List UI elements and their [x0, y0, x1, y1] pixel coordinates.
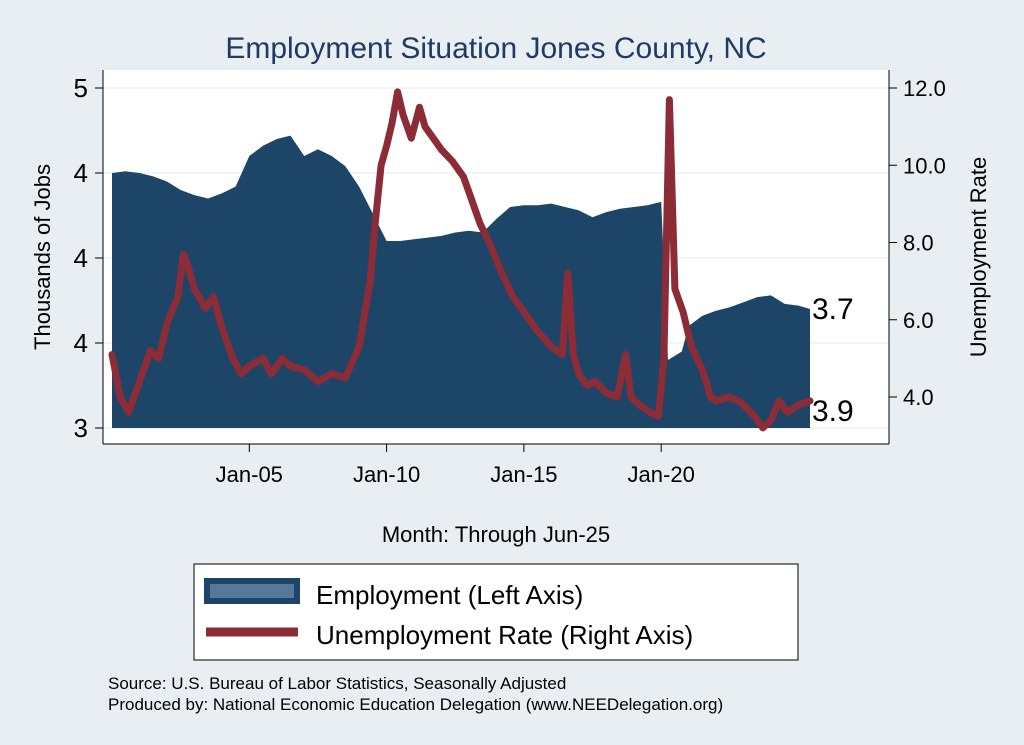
- chart-title: Employment Situation Jones County, NC: [225, 32, 766, 65]
- source-note: Source: U.S. Bureau of Labor Statistics,…: [108, 674, 566, 693]
- employment-end-label: 3.7: [812, 293, 854, 326]
- right-tick-label-0: 4.0: [903, 385, 934, 410]
- left-tick-label-3: 4: [74, 158, 88, 188]
- unemployment-end-label: 3.9: [812, 395, 854, 428]
- x-axis-label: Month: Through Jun-25: [382, 522, 610, 547]
- legend-employment-label: Employment (Left Axis): [316, 580, 583, 610]
- employment-area-layer: [112, 135, 810, 428]
- legend: Employment (Left Axis) Unemployment Rate…: [193, 563, 799, 661]
- axes: [102, 70, 890, 445]
- legend-employment-swatch-inner: [210, 584, 294, 598]
- legend-unemployment-label: Unemployment Rate (Right Axis): [316, 620, 693, 650]
- x-tick-label-0: Jan-05: [216, 462, 283, 487]
- x-tick-label-3: Jan-20: [628, 462, 695, 487]
- x-tick-label-2: Jan-15: [490, 462, 557, 487]
- x-tick-label-1: Jan-10: [353, 462, 420, 487]
- right-tick-label-2: 8.0: [903, 231, 934, 256]
- unemployment-line-layer: [108, 88, 814, 432]
- produced-by-note: Produced by: National Economic Education…: [108, 695, 723, 714]
- ticks-layer: Jan-05 Jan-10 Jan-15 Jan-20 3 4 4 4 5 4.0 6.0 8.0 10…: [74, 73, 946, 487]
- employment-area: [112, 135, 810, 428]
- right-tick-label-3: 10.0: [903, 153, 946, 178]
- left-tick-label-0: 3: [74, 413, 88, 443]
- left-tick-label-1: 4: [74, 328, 88, 358]
- unemployment-line: [108, 88, 814, 432]
- right-axis-label: Unemployment Rate: [966, 157, 991, 358]
- left-axis-label: Thousands of Jobs: [30, 164, 55, 350]
- left-tick-label-4: 5: [74, 73, 88, 103]
- right-tick-label-4: 12.0: [903, 76, 946, 101]
- right-tick-label-1: 6.0: [903, 308, 934, 333]
- left-tick-label-2: 4: [74, 243, 88, 273]
